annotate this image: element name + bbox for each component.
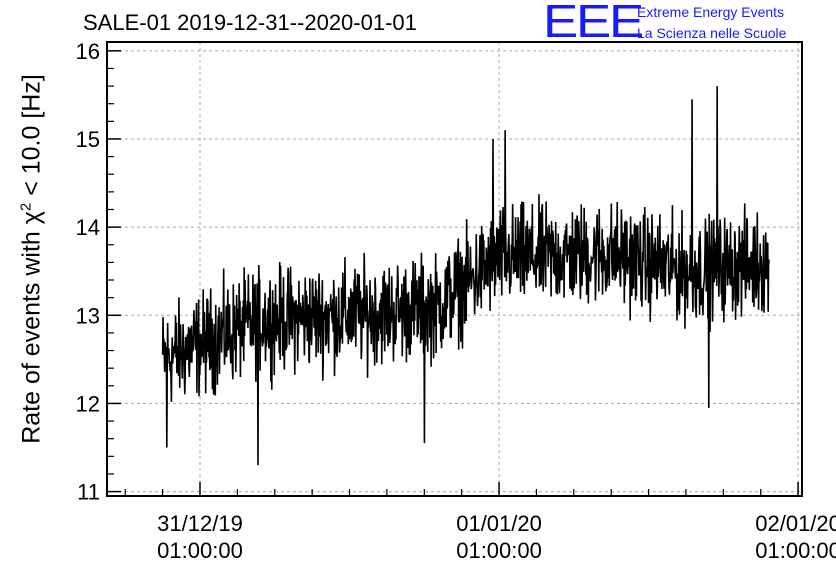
y-tick-label-2: 13 [76, 303, 100, 328]
logo-line-2: La Scienza nelle Scuole [637, 25, 787, 41]
chart-title: SALE-01 2019-12-31--2020-01-01 [83, 10, 417, 35]
y-axis-label: Rate of events with χ2 < 10.0 [Hz] [17, 74, 46, 444]
y-tick-label-3: 14 [76, 215, 100, 240]
x-tick-date-2: 02/01/20 [755, 511, 836, 536]
x-tick-date-0: 31/12/19 [157, 511, 243, 536]
x-tick-time-0: 01:00:00 [157, 538, 243, 563]
plot-frame [106, 41, 803, 497]
logo-line-1: Extreme Energy Events [637, 4, 785, 20]
y-tick-label-0: 11 [77, 480, 100, 505]
rate-series-line [161, 86, 770, 466]
x-tick-date-1: 01/01/20 [456, 511, 542, 536]
y-tick-label-5: 16 [76, 39, 100, 64]
axis-ticks: 11121314151631/12/1901:00:0001/01/2001:0… [76, 39, 836, 563]
y-tick-label-1: 12 [76, 391, 100, 416]
x-tick-time-1: 01:00:00 [456, 538, 542, 563]
x-tick-time-2: 01:00:00 [755, 538, 836, 563]
eee-logo: EEE [543, 0, 644, 47]
y-tick-label-4: 15 [76, 127, 100, 152]
